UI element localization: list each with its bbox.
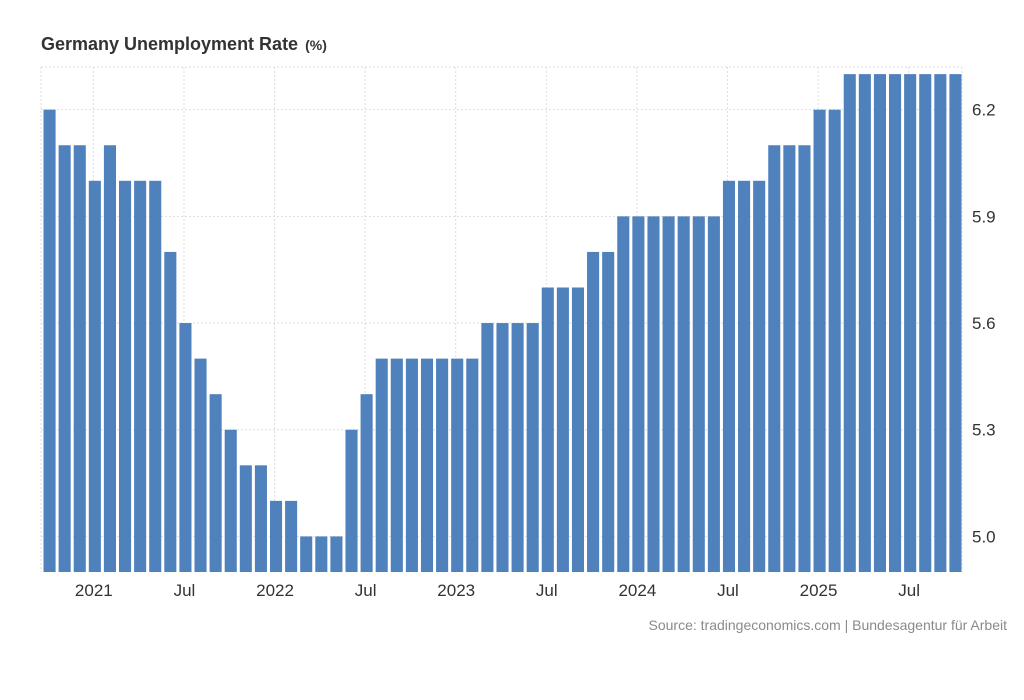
x-tick-label: 2022 [256, 581, 294, 600]
bar: Aug 2025: 6.3 [919, 74, 932, 573]
bar: Jul 2023: 5.7 [541, 287, 554, 572]
bar: Apr 2024: 5.9 [677, 216, 690, 572]
bar: Aug 2021: 5.5 [194, 358, 207, 572]
y-tick-label: 5.3 [972, 421, 996, 440]
bar: Feb 2021: 6.1 [103, 145, 116, 572]
bar: Jul 2022: 5.4 [360, 394, 373, 572]
bar: Jan 2022: 5.1 [269, 500, 283, 572]
bar: Sep 2025: 6.3 [934, 74, 947, 573]
bar: Nov 2022: 5.5 [420, 358, 434, 572]
bar: Mar 2023: 5.6 [481, 323, 494, 572]
bar: Sep 2021: 5.4 [209, 394, 222, 572]
chart-title-text: Germany Unemployment Rate [41, 34, 299, 54]
y-tick-label: 5.9 [972, 207, 996, 226]
bar: May 2021: 6 [149, 180, 162, 573]
bar: Feb 2023: 5.5 [466, 358, 479, 572]
bar: Dec 2023: 5.9 [617, 216, 630, 572]
bar: Apr 2021: 6 [134, 180, 147, 573]
bar: Jun 2025: 6.3 [889, 74, 902, 573]
y-tick-label: 5.0 [972, 527, 996, 546]
bar: Sep 2024: 6 [753, 180, 766, 573]
bar: Oct 2020: 6.2 [43, 109, 56, 572]
bar: Apr 2022: 5 [315, 536, 328, 572]
bar: Feb 2024: 5.9 [647, 216, 660, 572]
bar: Mar 2025: 6.3 [843, 74, 856, 573]
bar: Jun 2023: 5.6 [526, 323, 539, 572]
bar: Oct 2021: 5.3 [224, 429, 237, 572]
bar: Apr 2025: 6.3 [858, 74, 871, 573]
chart-title-unit: (%) [305, 37, 327, 53]
x-tick-label: 2023 [437, 581, 475, 600]
x-tick-label: Jul [717, 581, 739, 600]
x-tick-label: 2025 [800, 581, 838, 600]
x-tick-label: Jul [174, 581, 196, 600]
x-tick-label: Jul [898, 581, 920, 600]
bar: Nov 2023: 5.8 [602, 251, 615, 573]
bar: May 2022: 5 [330, 536, 343, 572]
bar: May 2024: 5.9 [692, 216, 705, 572]
x-tick-label: Jul [355, 581, 377, 600]
bar: Nov 2021: 5.2 [239, 465, 252, 572]
x-tick-label: 2021 [75, 581, 113, 600]
bar: Jan 2024: 5.9 [632, 216, 645, 572]
bar: Aug 2024: 6 [738, 180, 751, 573]
bar: Mar 2021: 6 [119, 180, 132, 573]
bars: Oct 2020: 6.2Nov 2020: 6.1Dec 2020: 6.1J… [43, 74, 962, 573]
bar: Feb 2025: 6.2 [828, 109, 841, 572]
bar: Oct 2025: 6.3 [949, 74, 962, 573]
bar: Jun 2024: 5.9 [707, 216, 720, 572]
x-tick-label: Jul [536, 581, 558, 600]
bar: Oct 2023: 5.8 [587, 251, 600, 573]
chart-title: Germany Unemployment Rate (%) [41, 34, 327, 55]
bar: May 2023: 5.6 [511, 323, 524, 572]
bar: Mar 2024: 5.9 [662, 216, 675, 572]
bar: Jul 2024: 6 [722, 180, 736, 573]
bar: Feb 2022: 5.1 [285, 500, 298, 572]
bar: Dec 2022: 5.5 [436, 358, 449, 572]
bar: Mar 2022: 5 [300, 536, 313, 572]
bar: Nov 2020: 6.1 [58, 145, 71, 572]
bar: Sep 2022: 5.5 [390, 358, 403, 572]
bar: Aug 2023: 5.7 [556, 287, 569, 572]
bar: Jan 2021: 6 [88, 180, 101, 573]
bar: Jan 2023: 5.5 [451, 358, 464, 572]
bar: Dec 2020: 6.1 [73, 145, 86, 572]
bar: Nov 2024: 6.1 [783, 145, 796, 572]
bar: Jun 2021: 5.8 [164, 251, 177, 573]
y-tick-label: 5.6 [972, 314, 996, 333]
bar: Sep 2023: 5.7 [571, 287, 585, 572]
y-axis-ticks: 5.0 5.3 5.6 5.9 6.2 [972, 101, 996, 547]
bar: Oct 2022: 5.5 [405, 358, 418, 572]
y-tick-label: 6.2 [972, 101, 996, 120]
bar: Oct 2024: 6.1 [768, 145, 781, 572]
bar: Jan 2025: 6.2 [813, 109, 826, 572]
bar: Jul 2025: 6.3 [904, 74, 917, 573]
bar: Apr 2023: 5.6 [496, 323, 509, 572]
bar: Jul 2021: 5.6 [179, 323, 192, 572]
bar: Dec 2021: 5.2 [254, 465, 267, 572]
source-note: Source: tradingeconomics.com | Bundesage… [648, 617, 1008, 633]
bar: Dec 2024: 6.1 [798, 145, 811, 572]
x-tick-label: 2024 [618, 581, 656, 600]
bar: Jun 2022: 5.3 [345, 429, 358, 572]
x-axis-ticks: 2021 Jul 2022 Jul 2023 Jul 2024 Jul 2025 Jul [75, 581, 920, 600]
bar: May 2025: 6.3 [873, 74, 886, 573]
bar: Aug 2022: 5.5 [375, 358, 388, 572]
